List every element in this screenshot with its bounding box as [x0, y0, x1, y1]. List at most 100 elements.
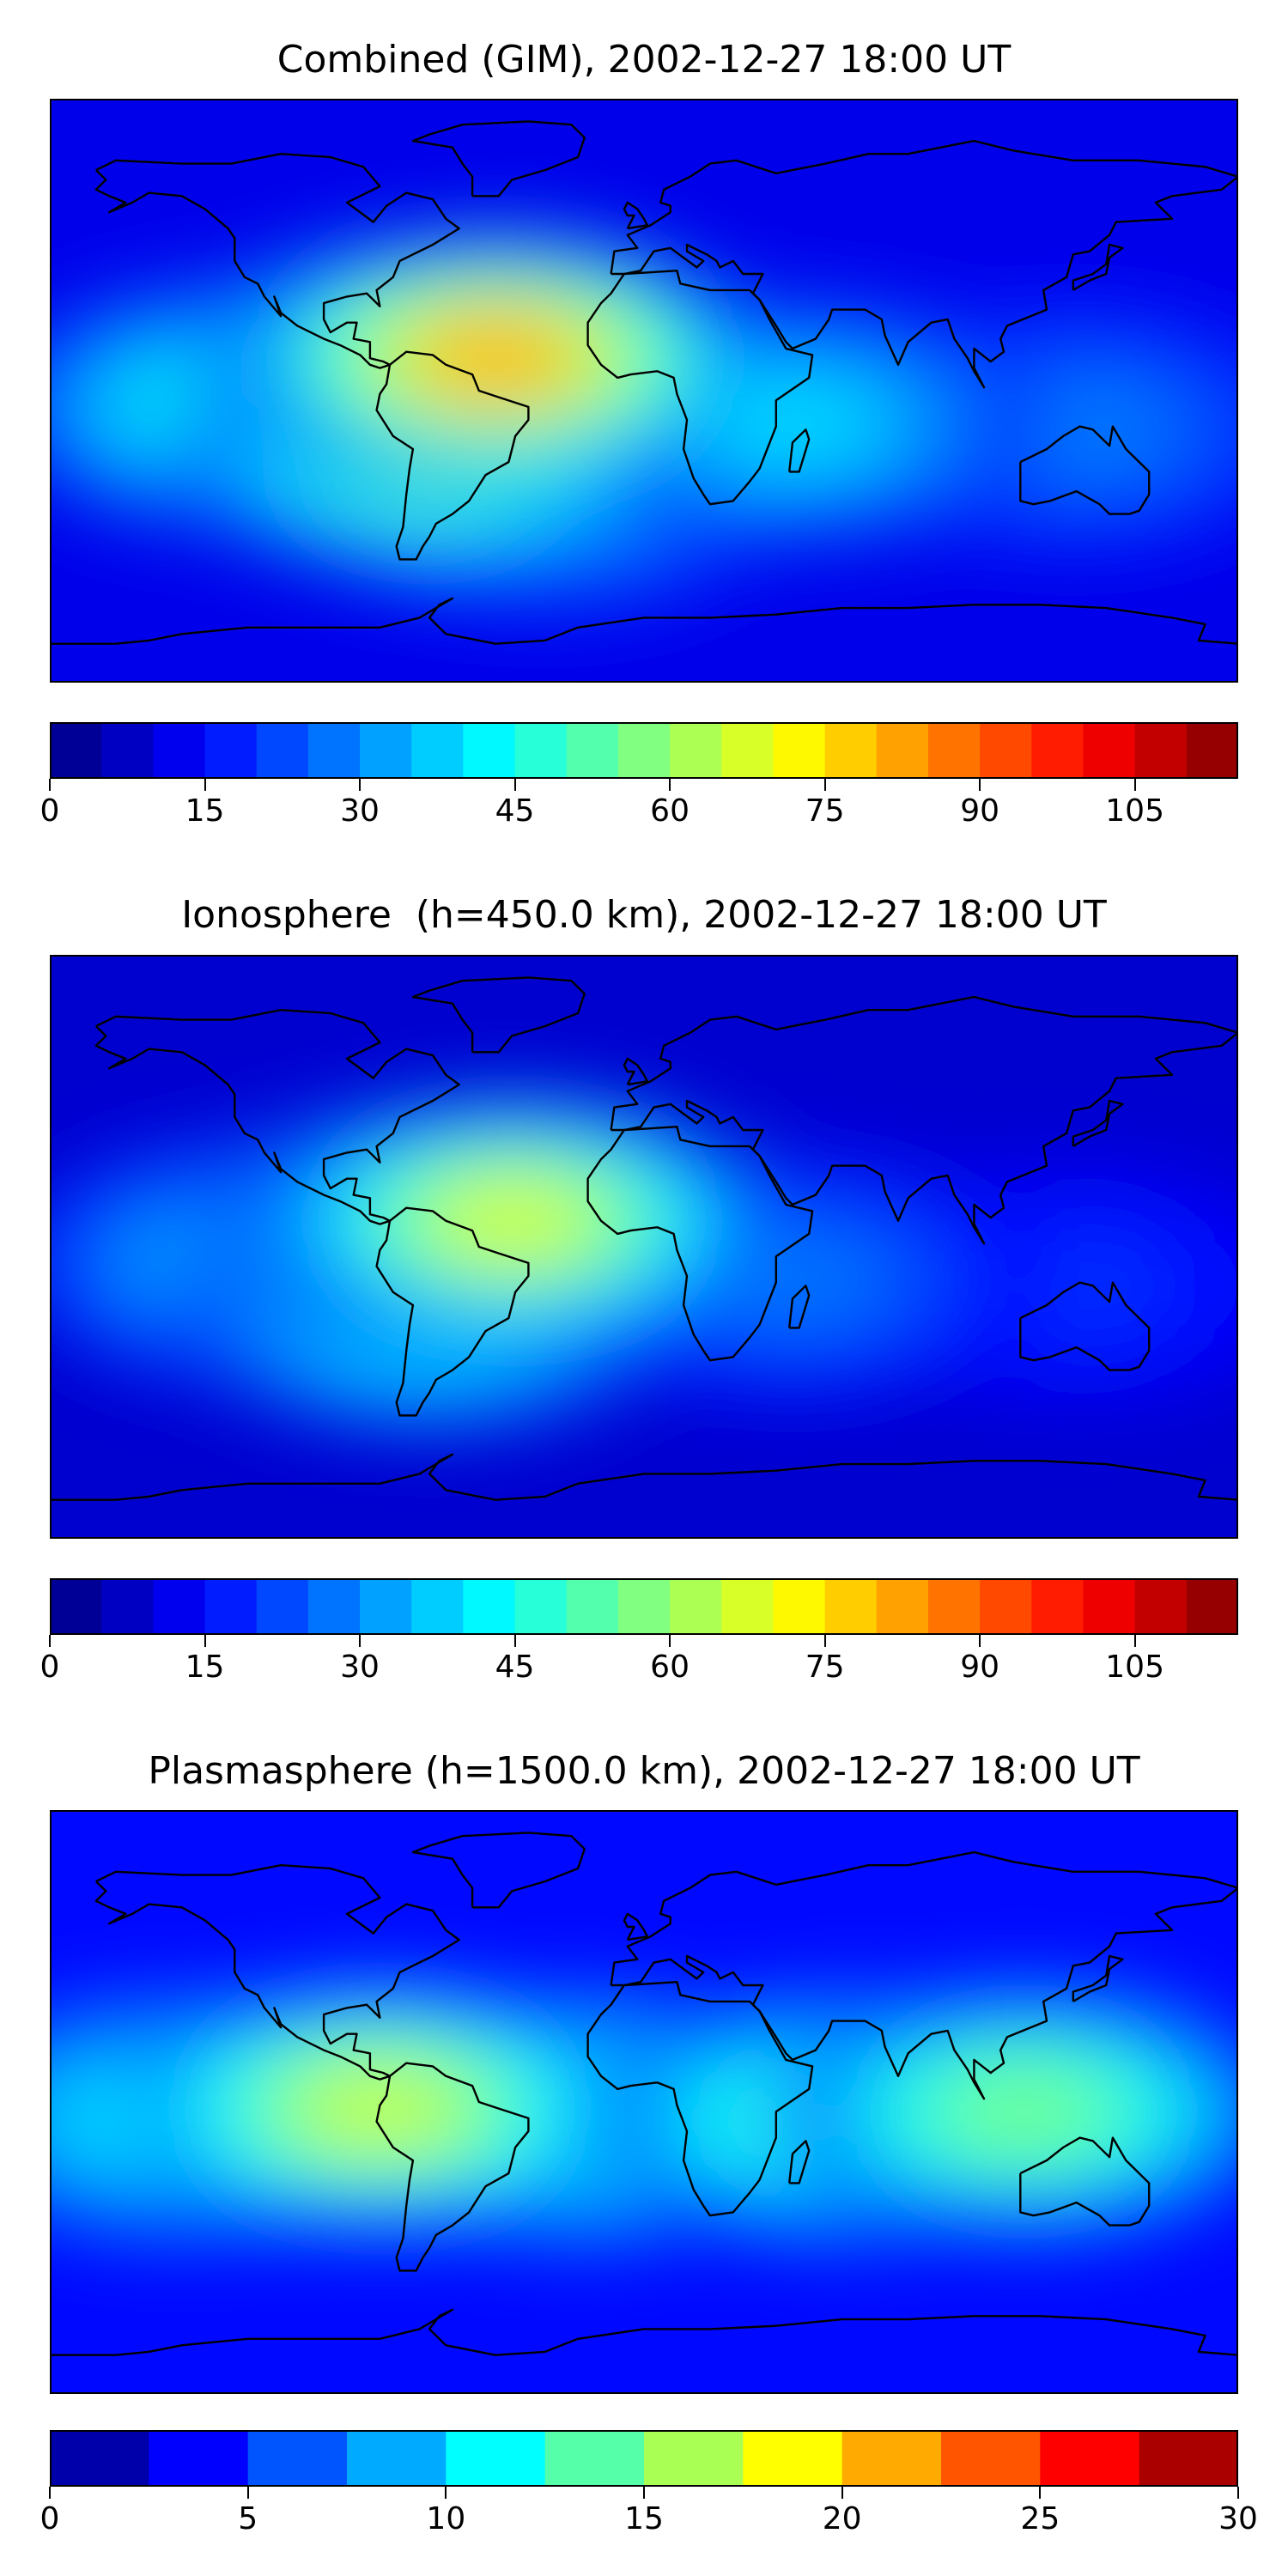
colorbar-level-1	[101, 1578, 154, 1635]
colorbar-frame	[50, 1578, 1238, 1635]
colorbar-level-19	[1031, 1578, 1084, 1635]
colorbar-level-10	[1040, 2430, 1140, 2487]
colorbar-level-18	[980, 722, 1032, 779]
field-feature-africa-indian-ocean-belt	[702, 375, 883, 471]
colorbar-tick-mark	[643, 2487, 645, 2499]
colorbar-level-15	[824, 1578, 878, 1635]
colorbar-tick-label: 0	[39, 2501, 60, 2537]
colorbar-level-4	[446, 2430, 546, 2487]
panel-title-gim: Combined (GIM), 2002-12-27 18:00 UT	[276, 38, 1012, 82]
colorbar-tick-mark	[823, 1635, 826, 1647]
colorbar-frame	[50, 2430, 1238, 2487]
colorbar-level-22	[1186, 722, 1238, 779]
colorbar-tick-label: 15	[185, 793, 225, 829]
north-america-coastline	[94, 1863, 460, 2081]
colorbar-level-6	[360, 722, 412, 779]
panel-title-plasmasphere: Plasmasphere (h=1500.0 km), 2002-12-27 1…	[148, 1749, 1140, 1793]
madagascar-coastline	[788, 1285, 811, 1329]
colorbar-level-8	[841, 2430, 942, 2487]
colorbar-level-1	[101, 722, 154, 779]
colorbar-tick-mark	[513, 1635, 516, 1647]
colorbar-tick-mark	[669, 779, 671, 791]
antarctica-coastline	[50, 2308, 1238, 2356]
colorbar-level-2	[153, 722, 206, 779]
british-isles-coastline	[623, 1057, 648, 1086]
colorbar-tick-mark	[979, 1635, 981, 1647]
colorbar-svg	[50, 1578, 1238, 1635]
map-frame	[50, 1810, 1238, 2394]
colorbar-tick-label: 30	[340, 1649, 380, 1685]
map-plasmasphere	[50, 1810, 1238, 2394]
colorbar-tick-mark	[1039, 2487, 1042, 2499]
greenland-coastline	[411, 1832, 586, 1909]
colorbar-tick-label: 75	[805, 793, 845, 829]
antarctica-coastline	[50, 1453, 1238, 1501]
colorbar-tick-mark	[841, 2487, 843, 2499]
colorbar-level-2	[153, 1578, 206, 1635]
colorbar-svg	[50, 722, 1238, 779]
colorbar-level-14	[773, 722, 826, 779]
antarctica-coastline	[50, 597, 1238, 645]
colorbar-level-3	[204, 1578, 258, 1635]
colorbar-level-12	[670, 722, 722, 779]
greenland-coastline	[411, 120, 586, 197]
colorbar-tick-mark	[445, 2487, 447, 2499]
map-svg	[50, 955, 1238, 1539]
colorbar-tick-label: 20	[822, 2501, 862, 2537]
colorbar-level-6	[360, 1578, 412, 1635]
colorbar-tick-label: 90	[960, 793, 1000, 829]
map-frame	[50, 955, 1238, 1539]
colorbar-level-8	[463, 722, 516, 779]
colorbar-tick-label: 105	[1105, 1649, 1164, 1685]
colorbar-tick-label: 45	[495, 1649, 535, 1685]
colorbar-tick-mark	[359, 779, 361, 791]
colorbar-level-17	[927, 1578, 981, 1635]
colorbar-gim	[50, 722, 1238, 779]
colorbar-level-17	[927, 722, 981, 779]
colorbar-tick-mark	[49, 1635, 51, 1647]
british-isles-coastline	[623, 1912, 648, 1941]
colorbar-tick-label: 15	[624, 2501, 664, 2537]
colorbar-level-13	[721, 722, 775, 779]
colorbar-tick-mark	[513, 779, 516, 791]
japan-coastline	[1072, 1099, 1124, 1147]
colorbar-plasmasphere	[50, 2430, 1238, 2487]
greenland-coastline	[411, 976, 586, 1054]
north-america-coastline	[94, 1008, 460, 1225]
british-isles-coastline	[623, 201, 648, 230]
field-feature-maritime-continent-lobe	[933, 2064, 1115, 2160]
eurasia-coastline	[610, 139, 1238, 389]
colorbar-level-15	[824, 722, 878, 779]
colorbar-tick-mark	[49, 779, 51, 791]
colorbar-level-10	[566, 1578, 619, 1635]
colorbar-level-18	[980, 1578, 1032, 1635]
colorbar-level-5	[544, 2430, 645, 2487]
map-svg	[50, 1810, 1238, 2394]
colorbar-level-2	[247, 2430, 348, 2487]
colorbar-tick-mark	[669, 1635, 671, 1647]
australia-coastline	[1019, 1281, 1151, 1371]
south-america-coastline	[375, 2062, 530, 2272]
colorbar-level-0	[50, 2430, 149, 2487]
colorbar-level-7	[411, 1578, 464, 1635]
africa-coastline	[586, 269, 814, 506]
colorbar-ticks-ionosphere: 0 15 30 45 60 75 90 105	[40, 1635, 1238, 1686]
madagascar-coastline	[788, 2140, 811, 2184]
colorbar-tick-label: 25	[1020, 2501, 1060, 2537]
south-america-coastline	[375, 1206, 530, 1417]
colorbar-tick-mark	[1237, 2487, 1239, 2499]
eurasia-coastline	[610, 1850, 1238, 2100]
eurasia-coastline	[610, 995, 1238, 1245]
map-frame	[50, 99, 1238, 683]
australia-coastline	[1019, 2136, 1151, 2227]
africa-coastline	[586, 1125, 814, 1362]
colorbar-tick-label: 0	[39, 1649, 60, 1685]
colorbar-level-14	[773, 1578, 826, 1635]
colorbar-level-3	[347, 2430, 447, 2487]
japan-coastline	[1072, 1954, 1124, 2002]
colorbar-level-11	[617, 722, 671, 779]
colorbar-level-5	[307, 1578, 361, 1635]
colorbar-tick-mark	[979, 779, 981, 791]
colorbar-ionosphere	[50, 1578, 1238, 1635]
colorbar-svg	[50, 2430, 1238, 2487]
